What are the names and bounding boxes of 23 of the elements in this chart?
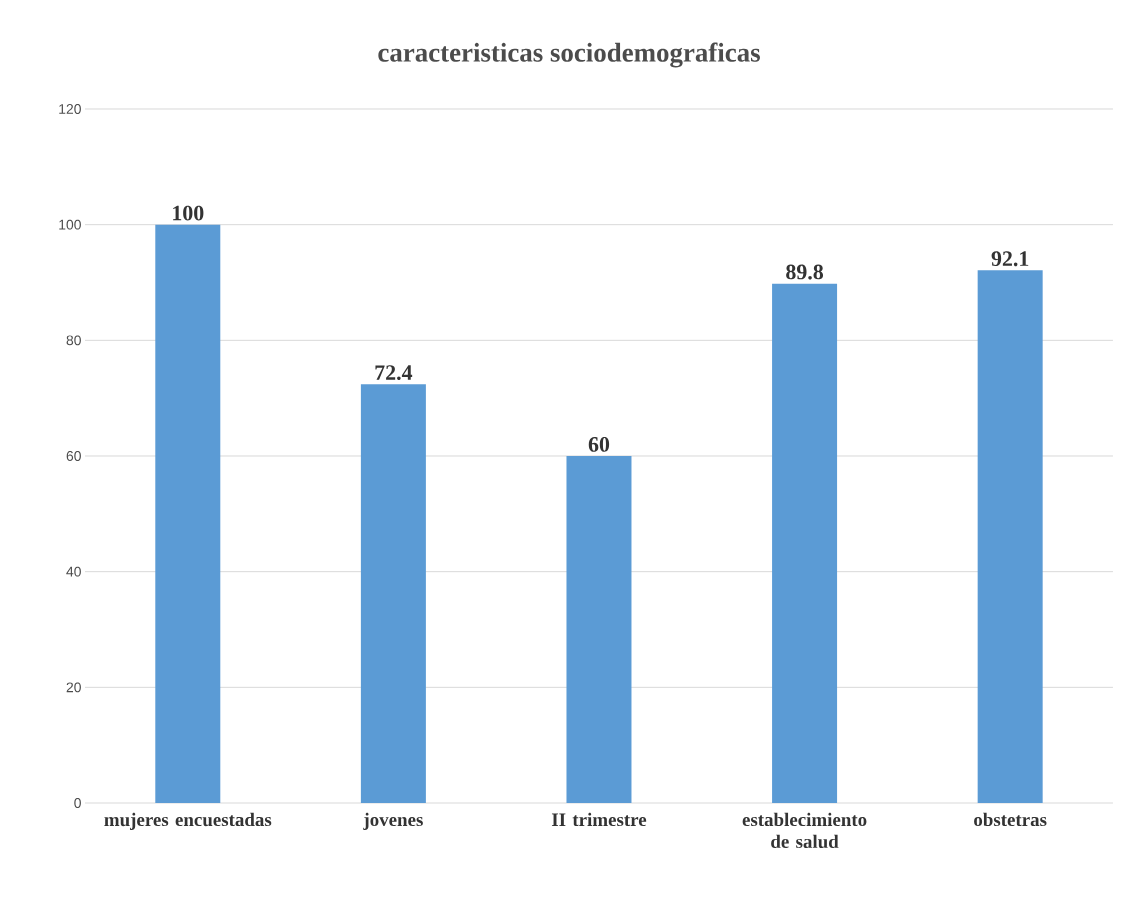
x-tick-label: jovenes — [363, 812, 423, 830]
bar — [155, 224, 221, 803]
y-tick-label: 0 — [74, 798, 81, 808]
data-label: 89.8 — [786, 264, 824, 280]
bar — [772, 283, 838, 803]
bar — [566, 456, 632, 803]
data-label: 60 — [588, 437, 610, 452]
bar — [360, 384, 426, 803]
y-tick-label: 80 — [66, 335, 81, 346]
y-tick-label: 40 — [66, 566, 81, 577]
y-tick-label: 20 — [66, 682, 81, 693]
x-tick-label: establecimiento de salud — [742, 812, 867, 849]
y-tick-label: 120 — [59, 104, 81, 114]
y-tick-label: 60 — [66, 451, 81, 461]
bar — [977, 270, 1043, 803]
data-label: 100 — [173, 205, 204, 221]
data-label: 92.1 — [991, 251, 1029, 267]
x-tick-label: mujeres encuestadas — [104, 812, 272, 830]
data-label: 72.4 — [375, 365, 413, 381]
x-tick-label: obstetras — [974, 812, 1047, 827]
x-tick-label: II trimestre — [551, 812, 647, 827]
y-tick-label: 100 — [59, 219, 81, 230]
chart-title: caracteristicas sociodemograficas — [378, 42, 760, 68]
